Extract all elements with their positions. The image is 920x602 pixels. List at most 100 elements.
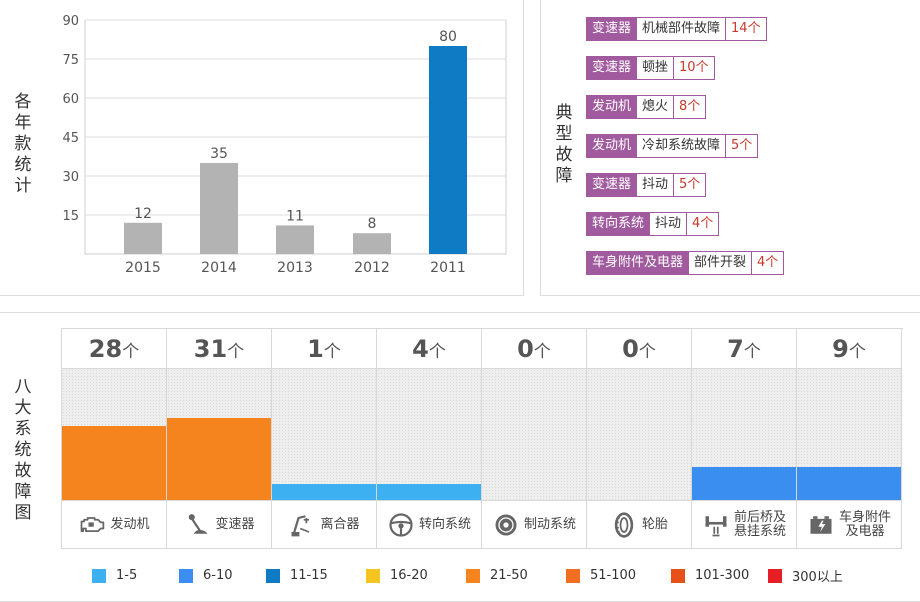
- system-name: 前后桥及 悬挂系统: [692, 500, 796, 548]
- system-bar-area: [797, 369, 901, 500]
- fault-description: 顿挫: [637, 56, 675, 80]
- legend-swatch: [671, 568, 685, 583]
- fault-system-tag: 发动机: [586, 95, 638, 119]
- fault-item[interactable]: 发动机 熄火 8个: [586, 95, 707, 119]
- system-column[interactable]: 28个 发动机: [62, 329, 167, 549]
- fault-count: 10个: [674, 56, 715, 80]
- system-count-unit: 个: [743, 342, 761, 362]
- battery-icon: [807, 511, 835, 539]
- system-count-number: 31: [193, 335, 228, 363]
- y-tick-label: 75: [62, 53, 79, 68]
- system-count-unit: 个: [428, 342, 446, 362]
- system-column[interactable]: 0个制动系统: [482, 329, 587, 549]
- fault-item[interactable]: 变速器 顿挫 10个: [586, 56, 715, 80]
- system-count-unit: 个: [848, 342, 866, 362]
- system-name-label: 转向系统: [418, 516, 471, 532]
- system-count-number: 1: [307, 335, 324, 363]
- system-name-label: 离合器: [320, 516, 360, 532]
- system-column[interactable]: 7个 前后桥及 悬挂系统: [692, 329, 797, 549]
- system-count-unit: 个: [323, 342, 341, 362]
- legend-swatch: [92, 568, 106, 583]
- x-tick-label: 2015: [125, 260, 161, 276]
- system-bar: [167, 418, 271, 500]
- system-count-number: 0: [622, 335, 639, 363]
- fault-count: 4个: [687, 212, 720, 236]
- axle-suspension-icon: [702, 511, 730, 539]
- system-name-label: 车身附件 及电器: [838, 509, 891, 539]
- legend-swatch: [179, 568, 193, 583]
- system-column[interactable]: 4个转向系统: [377, 329, 482, 549]
- typical-faults-label: 典型故障: [555, 103, 573, 186]
- fault-description: 抖动: [637, 173, 675, 197]
- data-label: 80: [439, 29, 457, 45]
- engine-icon: [78, 511, 106, 539]
- system-name: 离合器: [272, 500, 376, 548]
- bar-2015: [124, 222, 162, 254]
- legend-swatch: [266, 568, 280, 583]
- system-column[interactable]: 1个离合器: [272, 329, 377, 549]
- legend-label: 1-5: [116, 568, 138, 583]
- legend-swatch: [366, 568, 380, 583]
- fault-system-tag: 变速器: [586, 17, 638, 41]
- legend-label: 300以上: [792, 570, 843, 585]
- fault-count: 4个: [752, 251, 785, 275]
- legend-item: 21-50: [466, 566, 566, 585]
- bar-2011: [429, 46, 467, 254]
- system-count: 28个: [62, 329, 166, 369]
- system-count-number: 9: [832, 335, 849, 363]
- system-count: 31个: [167, 329, 271, 369]
- fault-item[interactable]: 车身附件及电器 部件开裂 4个: [586, 251, 785, 275]
- bar-2013: [276, 225, 314, 254]
- system-column[interactable]: 31个变速器: [167, 329, 272, 549]
- system-bar: [272, 484, 376, 500]
- x-tick-label: 2013: [277, 260, 313, 276]
- fault-item[interactable]: 转向系统 抖动 4个: [586, 212, 720, 236]
- color-legend: 1-5 6-10 11-15 16-20 21-50 51-100 101-300 300以上: [92, 566, 848, 585]
- system-name: 转向系统: [377, 500, 481, 548]
- gear-shift-icon: [183, 511, 211, 539]
- fault-count: 14个: [726, 17, 767, 41]
- fault-item[interactable]: 发动机 冷却系统故障 5个: [586, 134, 759, 158]
- system-name-label: 制动系统: [523, 516, 576, 532]
- system-name: 制动系统: [482, 500, 586, 548]
- system-bar-area: [272, 369, 376, 500]
- system-column[interactable]: 9个车身附件 及电器: [797, 329, 902, 549]
- legend-item: 11-15: [266, 566, 366, 585]
- system-count: 0个: [587, 329, 691, 369]
- system-bar: [797, 467, 901, 500]
- fault-count: 5个: [674, 173, 707, 197]
- system-bar-area: [587, 369, 691, 500]
- legend-swatch: [768, 568, 782, 583]
- system-count-number: 0: [517, 335, 534, 363]
- legend-item: 16-20: [366, 566, 466, 585]
- x-tick-label: 2012: [354, 260, 390, 276]
- data-label: 11: [286, 208, 304, 224]
- system-name: 变速器: [167, 500, 271, 548]
- system-count-number: 4: [412, 335, 429, 363]
- year-stats-label: 各年款统计: [14, 92, 32, 196]
- fault-item[interactable]: 变速器 抖动 5个: [586, 173, 707, 197]
- fault-system-tag: 变速器: [586, 56, 638, 80]
- system-count: 0个: [482, 329, 586, 369]
- system-count: 9个: [797, 329, 901, 369]
- system-name-line: 前后桥及: [733, 509, 786, 525]
- legend-label: 6-10: [203, 568, 233, 583]
- system-count: 4个: [377, 329, 481, 369]
- legend-swatch: [566, 568, 580, 583]
- data-label: 12: [134, 206, 152, 222]
- fault-system-tag: 转向系统: [586, 212, 651, 236]
- brake-disc-icon: [492, 511, 520, 539]
- y-tick-label: 45: [62, 131, 79, 146]
- fault-description: 抖动: [650, 212, 688, 236]
- fault-system-tag: 车身附件及电器: [586, 251, 690, 275]
- legend-label: 51-100: [590, 568, 637, 583]
- system-name-line: 悬挂系统: [733, 523, 786, 539]
- system-column[interactable]: 0个 轮胎: [587, 329, 692, 549]
- system-count: 1个: [272, 329, 376, 369]
- fault-description: 部件开裂: [689, 251, 753, 275]
- fault-system-tag: 变速器: [586, 173, 638, 197]
- system-name-line: 车身附件: [838, 509, 891, 525]
- fault-item[interactable]: 变速器 机械部件故障 14个: [586, 17, 767, 41]
- system-bar-area: [167, 369, 271, 500]
- legend-label: 101-300: [695, 568, 750, 583]
